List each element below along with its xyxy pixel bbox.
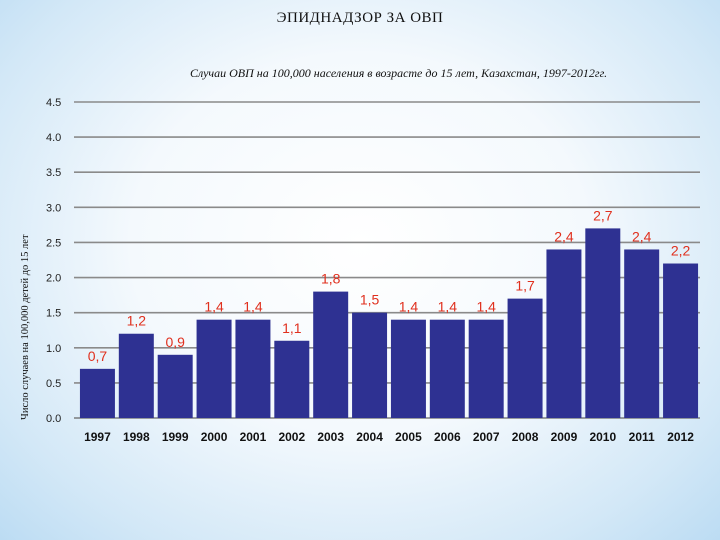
y-tick-label: 2.5 (46, 237, 61, 249)
y-tick-label: 0.5 (46, 378, 61, 390)
bar (429, 319, 465, 418)
bar (352, 312, 388, 418)
data-label: 1,4 (438, 299, 458, 315)
bar (157, 354, 193, 418)
x-tick-label: 2000 (201, 430, 228, 444)
bars (79, 228, 699, 418)
bar (196, 319, 232, 418)
y-tick-label: 0.0 (46, 413, 61, 425)
x-tick-label: 1998 (123, 430, 150, 444)
data-label: 1,4 (399, 299, 419, 315)
x-tick-label: 2007 (473, 430, 500, 444)
x-tick-labels: 1997 1998 1999 2000 2001 2002 2003 2004 2005 2006… (84, 430, 694, 444)
data-label: 1,8 (321, 271, 341, 287)
data-label: 1,4 (476, 299, 496, 315)
page-title: ЭПИДНАДЗОР ЗА ОВП (276, 10, 444, 26)
data-label: 0,7 (88, 348, 108, 364)
y-tick-label: 3.0 (46, 202, 61, 214)
y-tick-label: 1.5 (46, 308, 61, 320)
data-labels: 0,7 1,2 0,9 1,4 1,4 1,1 1,8 1,5 1,4 1,4 1,4 1,7 2,4 2… (88, 207, 691, 363)
bar (235, 319, 271, 418)
data-label: 1,7 (515, 278, 535, 294)
bar (313, 291, 349, 418)
bar (468, 319, 504, 418)
y-tick-label: 4.0 (46, 132, 61, 144)
y-tick-label: 2.0 (46, 273, 61, 285)
x-tick-label: 2010 (589, 430, 616, 444)
data-label: 1,1 (282, 320, 302, 336)
x-tick-label: 2008 (512, 430, 539, 444)
x-tick-label: 2005 (395, 430, 422, 444)
bar (546, 249, 582, 418)
x-tick-label: 2012 (667, 430, 694, 444)
bar (79, 368, 115, 418)
bar (118, 333, 154, 418)
x-tick-label: 2011 (629, 430, 655, 444)
bar (507, 298, 543, 418)
x-tick-label: 2009 (551, 430, 578, 444)
x-tick-label: 2006 (434, 430, 461, 444)
bar (663, 263, 699, 418)
data-label: 2,7 (593, 207, 613, 223)
y-tick-labels: 0.0 0.5 1.0 1.5 2.0 2.5 3.0 3.5 4.0 4.5 (46, 97, 61, 425)
x-tick-label: 2001 (240, 430, 267, 444)
data-label: 1,4 (243, 299, 263, 315)
data-label: 1,4 (204, 299, 224, 315)
data-label: 1,5 (360, 292, 380, 308)
x-tick-label: 2004 (356, 430, 383, 444)
x-tick-label: 2003 (317, 430, 344, 444)
data-label: 2,4 (632, 228, 652, 244)
data-label: 2,2 (671, 243, 691, 259)
chart-title: Случаи ОВП на 100,000 населения в возрас… (190, 66, 608, 80)
data-label: 1,2 (127, 313, 147, 329)
bar (390, 319, 426, 418)
bar (274, 340, 310, 418)
y-tick-label: 1.0 (46, 343, 61, 355)
data-label: 0,9 (165, 334, 185, 350)
data-label: 2,4 (554, 228, 574, 244)
x-tick-label: 1997 (84, 430, 111, 444)
bar (624, 249, 660, 418)
y-tick-label: 3.5 (46, 167, 61, 179)
x-tick-label: 1999 (162, 430, 189, 444)
y-tick-label: 4.5 (46, 97, 61, 109)
x-tick-label: 2002 (278, 430, 305, 444)
bar (585, 228, 621, 418)
